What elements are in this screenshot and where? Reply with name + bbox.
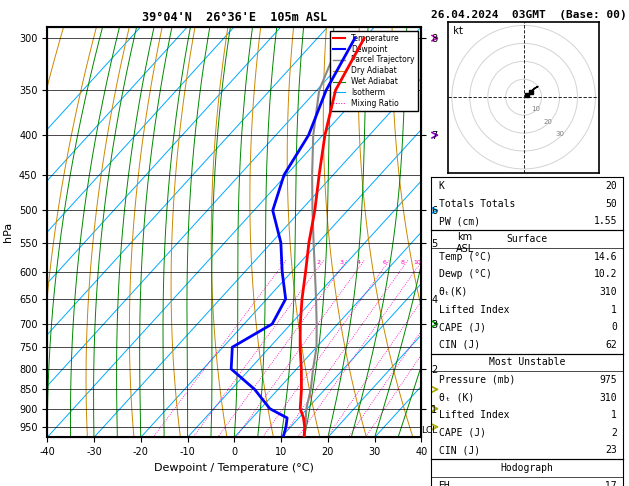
Text: 20: 20 [543, 119, 552, 124]
Text: K: K [438, 181, 445, 191]
Text: 310: 310 [599, 287, 617, 297]
Legend: Temperature, Dewpoint, Parcel Trajectory, Dry Adiabat, Wet Adiabat, Isotherm, Mi: Temperature, Dewpoint, Parcel Trajectory… [330, 31, 418, 111]
Text: CAPE (J): CAPE (J) [438, 428, 486, 438]
Text: -17: -17 [599, 481, 617, 486]
Text: CAPE (J): CAPE (J) [438, 322, 486, 332]
Text: 10: 10 [532, 106, 540, 112]
Text: 10.2: 10.2 [593, 269, 617, 279]
Text: 8: 8 [401, 260, 404, 265]
Text: 1: 1 [611, 305, 617, 314]
Text: 14.6: 14.6 [593, 252, 617, 261]
Text: Surface: Surface [506, 234, 547, 244]
Text: Lifted Index: Lifted Index [438, 410, 509, 420]
Text: 1.55: 1.55 [593, 216, 617, 226]
Text: 30: 30 [556, 131, 565, 137]
Text: 23: 23 [605, 446, 617, 455]
Text: Temp (°C): Temp (°C) [438, 252, 491, 261]
Text: 1: 1 [279, 260, 282, 265]
Text: Hodograph: Hodograph [500, 463, 554, 473]
Text: θₜ(K): θₜ(K) [438, 287, 468, 297]
Text: Most Unstable: Most Unstable [489, 357, 565, 367]
Text: Pressure (mb): Pressure (mb) [438, 375, 515, 385]
Text: 310: 310 [599, 393, 617, 402]
Text: 50: 50 [605, 199, 617, 209]
Text: 6: 6 [382, 260, 386, 265]
Text: 2: 2 [316, 260, 321, 265]
Text: Dewp (°C): Dewp (°C) [438, 269, 491, 279]
Text: LCL: LCL [421, 426, 438, 435]
Text: 3: 3 [340, 260, 344, 265]
Text: 2: 2 [611, 428, 617, 438]
Text: 4: 4 [357, 260, 361, 265]
Text: 1: 1 [611, 410, 617, 420]
Text: kt: kt [453, 26, 465, 36]
Text: 26.04.2024  03GMT  (Base: 00): 26.04.2024 03GMT (Base: 00) [431, 10, 626, 20]
Text: PW (cm): PW (cm) [438, 216, 480, 226]
Text: CIN (J): CIN (J) [438, 340, 480, 350]
Title: 39°04'N  26°36'E  105m ASL: 39°04'N 26°36'E 105m ASL [142, 11, 327, 24]
Text: θₜ (K): θₜ (K) [438, 393, 474, 402]
Text: Lifted Index: Lifted Index [438, 305, 509, 314]
Y-axis label: hPa: hPa [3, 222, 13, 242]
Text: 0: 0 [611, 322, 617, 332]
Text: 975: 975 [599, 375, 617, 385]
X-axis label: Dewpoint / Temperature (°C): Dewpoint / Temperature (°C) [154, 463, 314, 473]
Text: Totals Totals: Totals Totals [438, 199, 515, 209]
Text: EH: EH [438, 481, 450, 486]
Y-axis label: km
ASL: km ASL [456, 232, 474, 254]
Text: 10: 10 [413, 260, 421, 265]
Text: CIN (J): CIN (J) [438, 446, 480, 455]
Text: 62: 62 [605, 340, 617, 350]
Text: 20: 20 [605, 181, 617, 191]
